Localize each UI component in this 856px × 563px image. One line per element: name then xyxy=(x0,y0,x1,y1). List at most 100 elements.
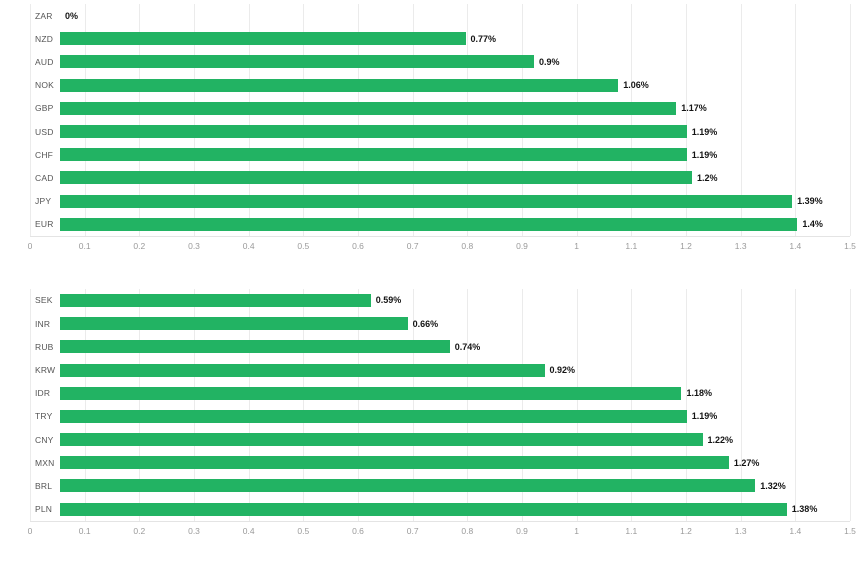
category-label: ZAR xyxy=(35,10,53,21)
x-tick-label: 1.1 xyxy=(625,240,638,251)
plot-area: ZAR 0% NZD 0.77% AUD 0.9% NOK 1.06% GBP 1.17% USD 1… xyxy=(0,4,856,236)
bar[interactable] xyxy=(60,32,466,46)
bar[interactable] xyxy=(60,433,703,447)
x-tick-label: 1 xyxy=(574,240,580,251)
bar[interactable] xyxy=(60,340,450,354)
bar[interactable] xyxy=(60,78,619,92)
bar-track: 1.32% xyxy=(60,479,850,493)
category-label: USD xyxy=(35,126,54,137)
bar[interactable] xyxy=(60,502,787,516)
bar-track: 1.4% xyxy=(60,217,850,231)
bar[interactable] xyxy=(60,409,687,423)
bar[interactable] xyxy=(60,55,534,69)
x-tick-label: 1.3 xyxy=(734,525,747,536)
value-label: 1.19% xyxy=(691,126,718,137)
x-tick-label: 0.8 xyxy=(461,240,474,251)
x-tick-label: 0.2 xyxy=(133,240,146,251)
value-label: 0% xyxy=(65,10,79,21)
category-label: EUR xyxy=(35,219,54,230)
x-tick-label: 0 xyxy=(27,240,33,251)
bar-row: INR 0.66% xyxy=(30,312,850,335)
bar[interactable] xyxy=(60,456,729,470)
x-tick-label: 1.2 xyxy=(680,240,692,251)
bar-row: NOK 1.06% xyxy=(30,74,850,97)
bar-track: 1.06% xyxy=(60,78,850,92)
category-label: KRW xyxy=(35,365,56,376)
bar-row: TRY 1.19% xyxy=(30,405,850,428)
bar[interactable] xyxy=(60,101,677,115)
bar[interactable] xyxy=(60,293,371,307)
bar-track: 0.59% xyxy=(60,293,850,307)
bar[interactable] xyxy=(60,194,793,208)
bar[interactable] xyxy=(60,317,408,331)
x-tick-label: 0 xyxy=(27,525,33,536)
bar-row: CAD 1.2% xyxy=(30,166,850,189)
x-tick-label: 0.1 xyxy=(78,525,91,536)
bar-track: 0.9% xyxy=(60,55,850,69)
category-label: JPY xyxy=(35,196,52,207)
x-axis: 0 0.1 0.2 0.3 0.4 0.5 0.6 0.7 0.8 0.9 1 1.1 1.2 1.3 1.… xyxy=(27,235,856,252)
x-tick-label: 1.4 xyxy=(789,240,802,251)
bar-track: 1.19% xyxy=(60,125,850,139)
category-label: CNY xyxy=(35,434,54,445)
category-label: RUB xyxy=(35,341,54,352)
bar-row: MXN 1.27% xyxy=(30,451,850,474)
value-label: 1.22% xyxy=(707,434,734,445)
value-label: 1.2% xyxy=(697,172,718,183)
value-label: 0.59% xyxy=(375,295,402,306)
bar-row: EUR 1.4% xyxy=(30,213,850,236)
bar-track: 1.17% xyxy=(60,101,850,115)
bar[interactable] xyxy=(60,363,545,377)
bar-track: 1.19% xyxy=(60,409,850,423)
x-axis: 0 0.1 0.2 0.3 0.4 0.5 0.6 0.7 0.8 0.9 1 1.1 1.2 1.3 1.… xyxy=(27,520,856,537)
x-tick-label: 0.1 xyxy=(78,240,91,251)
bar[interactable] xyxy=(60,148,687,162)
x-tick-label: 1.4 xyxy=(789,525,802,536)
bar-row: USD 1.19% xyxy=(30,120,850,143)
bar-row: CHF 1.19% xyxy=(30,143,850,166)
bar-row: SEK 0.59% xyxy=(30,289,850,312)
bar-row: KRW 0.92% xyxy=(30,358,850,381)
x-tick-label: 0.4 xyxy=(242,525,255,536)
value-label: 1.27% xyxy=(733,457,760,468)
category-label: TRY xyxy=(35,411,53,422)
bar-row: AUD 0.9% xyxy=(30,50,850,73)
bar-track: 1.27% xyxy=(60,456,850,470)
bar-track: 0.92% xyxy=(60,363,850,377)
bar[interactable] xyxy=(60,171,692,185)
bar[interactable] xyxy=(60,125,687,139)
x-tick-label: 0.6 xyxy=(352,240,364,251)
bar-row: GBP 1.17% xyxy=(30,97,850,120)
value-label: 1.17% xyxy=(681,103,707,114)
bar-track: 1.2% xyxy=(60,171,850,185)
plot-area: SEK 0.59% INR 0.66% RUB 0.74% KRW 0.92% IDR 1.18%… xyxy=(0,288,856,521)
x-tick-label: 1.3 xyxy=(734,240,747,251)
bar-row: BRL 1.32% xyxy=(30,474,850,497)
x-tick-label: 0.9 xyxy=(516,525,528,536)
category-label: MXN xyxy=(35,457,55,468)
bar-row: IDR 1.18% xyxy=(30,382,850,405)
x-tick-label: 1.5 xyxy=(844,240,856,251)
value-label: 1.19% xyxy=(691,149,718,160)
chart-emerging-currencies: SEK 0.59% INR 0.66% RUB 0.74% KRW 0.92% IDR 1.18%… xyxy=(0,288,856,537)
x-tick-label: 1.5 xyxy=(844,525,856,536)
bar-row: CNY 1.22% xyxy=(30,428,850,451)
bar-row: PLN 1.38% xyxy=(30,498,850,521)
bar-track: 0.77% xyxy=(60,32,850,46)
value-label: 0.9% xyxy=(539,56,560,67)
bar[interactable] xyxy=(60,386,682,400)
bar[interactable] xyxy=(60,479,756,493)
value-label: 1.32% xyxy=(760,480,786,491)
category-label: CHF xyxy=(35,149,54,160)
bar-row: RUB 0.74% xyxy=(30,335,850,358)
bar-track: 1.22% xyxy=(60,433,850,447)
bar-track: 1.19% xyxy=(60,148,850,162)
bar[interactable] xyxy=(60,217,798,231)
category-label: AUD xyxy=(35,56,54,67)
bar-track: 0% xyxy=(60,9,850,22)
bar-track: 1.38% xyxy=(60,502,850,516)
value-label: 1.4% xyxy=(802,219,823,230)
bar-rows: ZAR 0% NZD 0.77% AUD 0.9% NOK 1.06% GBP 1.17% USD 1… xyxy=(30,4,850,236)
grid-line xyxy=(850,4,851,236)
